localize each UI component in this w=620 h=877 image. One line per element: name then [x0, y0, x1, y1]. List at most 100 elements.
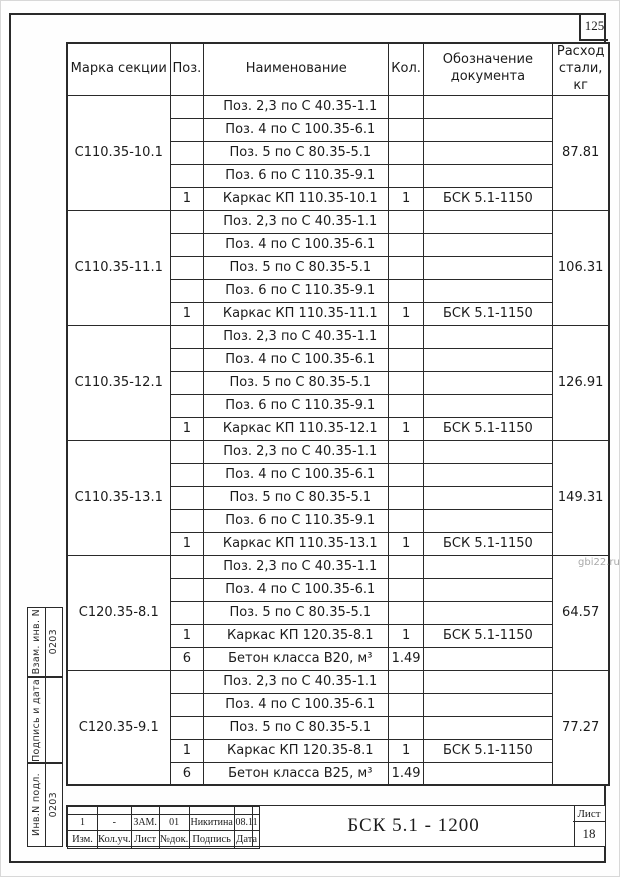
stamp-cell-inv-podl: Инв.N подл. 0203 [27, 763, 63, 847]
doc-cell: БСК 5.1-1150 [422, 738, 553, 763]
doc-cell [422, 163, 553, 188]
table-row: Поз. 4 по С 100.35-6.1 [67, 232, 609, 257]
name-cell: Поз. 2,3 по С 40.35-1.1 [203, 94, 390, 119]
pos-cell [169, 232, 205, 257]
stamp-label: Подпись и дата [28, 678, 46, 762]
doc-cell [422, 278, 553, 303]
column-header-qty: Кол. [388, 42, 424, 96]
name-cell: Поз. 5 по С 80.35-5.1 [203, 255, 390, 280]
name-cell: Каркас КП 120.35-8.1 [203, 623, 390, 648]
mark-cell: С120.35-9.1 [66, 669, 171, 786]
revision-label: Лист [130, 830, 160, 849]
doc-cell [422, 669, 553, 694]
qty-cell [388, 508, 424, 533]
table-row: Поз. 6 по С 110.35-9.1 [67, 278, 609, 303]
doc-cell [422, 140, 553, 165]
name-cell: Поз. 6 по С 110.35-9.1 [203, 163, 390, 188]
pos-cell [169, 692, 205, 717]
pos-cell: 1 [169, 416, 205, 441]
mark-cell: С120.35-8.1 [66, 554, 171, 671]
name-cell: Поз. 6 по С 110.35-9.1 [203, 508, 390, 533]
doc-cell [422, 94, 553, 119]
revision-values-row: 1 - ЗАМ. 01 Никитина 08.11 [67, 814, 260, 831]
mark-cell: С110.35-12.1 [66, 324, 171, 441]
pos-cell [169, 508, 205, 533]
qty-cell: 1 [388, 531, 424, 556]
mark-cell: С110.35-10.1 [66, 94, 171, 211]
pos-cell: 1 [169, 301, 205, 326]
name-cell: Поз. 2,3 по С 40.35-1.1 [203, 439, 390, 464]
name-cell: Поз. 2,3 по С 40.35-1.1 [203, 669, 390, 694]
name-cell: Поз. 2,3 по С 40.35-1.1 [203, 324, 390, 349]
pos-cell [169, 209, 205, 234]
name-cell: Каркас КП 110.35-12.1 [203, 416, 390, 441]
qty-cell [388, 577, 424, 602]
table-row: Поз. 5 по С 80.35-5.1 [67, 485, 609, 510]
revision-label: Изм. [67, 830, 98, 849]
name-cell: Поз. 4 по С 100.35-6.1 [203, 232, 390, 257]
watermark: gbi22.ru [578, 557, 620, 568]
qty-cell: 1 [388, 623, 424, 648]
name-cell: Каркас КП 110.35-10.1 [203, 186, 390, 211]
doc-cell: БСК 5.1-1150 [422, 301, 553, 326]
pos-cell [169, 163, 205, 188]
qty-cell [388, 232, 424, 257]
doc-cell [422, 255, 553, 280]
revision-table: 1 - ЗАМ. 01 Никитина 08.11 Изм. Кол.уч. … [67, 806, 260, 849]
qty-cell [388, 163, 424, 188]
doc-cell [422, 600, 553, 625]
revision-value: Никитина [188, 814, 235, 831]
doc-cell: БСК 5.1-1150 [422, 531, 553, 556]
stamp-value: 0203 [48, 629, 60, 655]
qty-cell [388, 462, 424, 487]
pos-cell [169, 600, 205, 625]
doc-cell [422, 324, 553, 349]
name-cell: Бетон класса В20, м³ [203, 646, 390, 671]
doc-cell [422, 347, 553, 372]
name-cell: Поз. 4 по С 100.35-6.1 [203, 347, 390, 372]
name-cell: Бетон класса В25, м³ [203, 761, 390, 786]
qty-cell: 1 [388, 186, 424, 211]
table-row: С120.35-9.1 Поз. 2,3 по С 40.35-1.1 77.2… [66, 669, 610, 786]
column-header-mark: Марка секции [66, 42, 171, 96]
doc-cell: БСК 5.1-1150 [422, 623, 553, 648]
doc-cell [422, 370, 553, 395]
revision-label: Дата [233, 830, 260, 849]
document-number: БСК 5.1 - 1200 [252, 806, 575, 846]
table-row: С110.35-13.1 Поз. 2,3 по С 40.35-1.1 149… [66, 439, 610, 556]
qty-cell [388, 94, 424, 119]
stamp-label: Взам. инв. N [28, 608, 46, 676]
table-row: Поз. 6 по С 110.35-9.1 [67, 163, 609, 188]
name-cell: Каркас КП 120.35-8.1 [203, 738, 390, 763]
qty-cell [388, 393, 424, 418]
name-cell: Каркас КП 110.35-11.1 [203, 301, 390, 326]
steel-cell: 126.91 [551, 324, 610, 441]
name-cell: Поз. 5 по С 80.35-5.1 [203, 485, 390, 510]
name-cell: Поз. 6 по С 110.35-9.1 [203, 278, 390, 303]
sheet-box: Лист 18 [573, 806, 605, 846]
qty-cell [388, 140, 424, 165]
stamp-label: Инв.N подл. [28, 764, 46, 846]
qty-cell [388, 370, 424, 395]
revision-label: Подпись [188, 830, 235, 849]
qty-cell [388, 669, 424, 694]
qty-cell: 1 [388, 738, 424, 763]
pos-cell [169, 669, 205, 694]
pos-cell [169, 485, 205, 510]
table-row: Поз. 4 по С 100.35-6.1 [67, 462, 609, 487]
table-row: С110.35-12.1 Поз. 2,3 по С 40.35-1.1 126… [66, 324, 610, 441]
name-cell: Поз. 2,3 по С 40.35-1.1 [203, 209, 390, 234]
table-row: С110.35-10.1 Поз. 2,3 по С 40.35-1.1 87.… [66, 94, 610, 211]
pos-cell [169, 140, 205, 165]
qty-cell [388, 324, 424, 349]
name-cell: Поз. 5 по С 80.35-5.1 [203, 140, 390, 165]
doc-cell [422, 646, 553, 671]
pos-cell [169, 255, 205, 280]
table-row: С110.35-11.1 Поз. 2,3 по С 40.35-1.1 106… [66, 209, 610, 326]
pos-cell [169, 577, 205, 602]
name-cell: Поз. 5 по С 80.35-5.1 [203, 715, 390, 740]
steel-cell: 106.31 [551, 209, 610, 326]
doc-cell: БСК 5.1-1150 [422, 186, 553, 211]
mark-cell: С110.35-11.1 [66, 209, 171, 326]
